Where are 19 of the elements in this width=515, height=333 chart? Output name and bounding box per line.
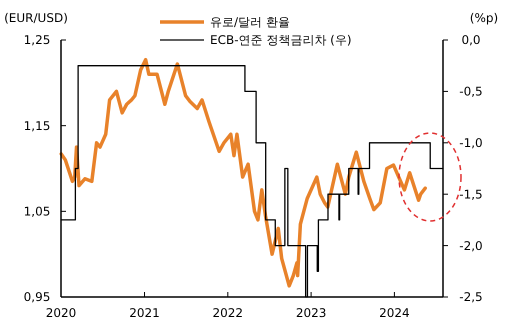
y-tick-label: 1,05 — [24, 204, 50, 219]
x-tick-label: 2022 — [212, 306, 244, 320]
x-tick-label: 2023 — [296, 306, 326, 320]
y2-tick-label: -2,5 — [459, 290, 483, 304]
x-tick-label: 2021 — [129, 306, 160, 320]
y-tick-label: 1,15 — [24, 118, 50, 133]
y-tick-label: 1,25 — [24, 33, 50, 48]
y2-axis-title: (%p) — [470, 11, 498, 25]
y2-tick-label: -1,5 — [459, 187, 483, 202]
x-tick-label: 2024 — [379, 306, 410, 320]
y2-tick-label: -1,0 — [459, 136, 483, 150]
y2-tick-label: 0,0 — [461, 33, 481, 48]
y2-tick-label: -2,0 — [459, 238, 483, 253]
y2-tick-label: -0,5 — [459, 84, 483, 99]
legend-label: ECB-연준 정책금리차 (우) — [210, 33, 352, 48]
y-axis-title: (EUR/USD) — [4, 11, 68, 25]
y-tick-label: 0,95 — [24, 290, 50, 304]
x-tick-label: 2020 — [46, 306, 76, 320]
legend-label: 유로/달러 환율 — [210, 15, 290, 30]
